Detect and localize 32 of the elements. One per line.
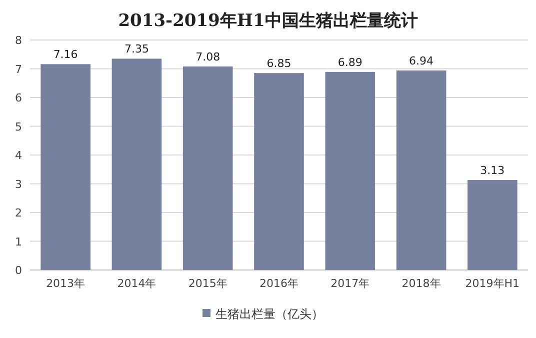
bar xyxy=(254,73,304,270)
legend-label: 生猪出栏量（亿头） xyxy=(216,307,324,321)
x-tick-label: 2014年 xyxy=(117,277,156,290)
bar xyxy=(468,180,518,270)
y-tick-label: 0 xyxy=(15,264,22,277)
y-tick-label: 7 xyxy=(15,62,22,76)
x-tick-label: 2013年 xyxy=(46,277,86,290)
data-label: 7.35 xyxy=(124,42,149,56)
data-label: 6.89 xyxy=(338,56,362,69)
y-tick-label: 1 xyxy=(15,235,22,248)
chart-title: 2013-2019年H1中国生猪出栏量统计 xyxy=(118,11,418,31)
data-label: 7.08 xyxy=(196,50,220,64)
y-tick-label: 4 xyxy=(15,149,22,162)
y-tick-label: 3 xyxy=(15,178,22,191)
x-tick-label: 2018年 xyxy=(402,277,441,290)
bar xyxy=(40,64,90,270)
y-tick-label: 2 xyxy=(15,206,22,220)
x-tick-label: 2019年H1 xyxy=(465,277,520,290)
bar xyxy=(325,72,376,270)
data-label: 3.13 xyxy=(480,164,505,178)
bar xyxy=(182,66,233,270)
y-tick-label: 6 xyxy=(15,92,22,104)
x-tick-label: 2017年 xyxy=(330,277,370,290)
x-tick-label: 2016年 xyxy=(260,277,298,290)
y-tick-label: 8 xyxy=(15,34,22,47)
x-tick-label: 2015年 xyxy=(188,277,228,290)
data-label: 6.85 xyxy=(266,57,292,70)
bar xyxy=(112,58,162,270)
y-tick-label: 5 xyxy=(15,120,22,134)
bar xyxy=(396,70,446,270)
data-label: 6.94 xyxy=(409,54,434,68)
data-label: 7.16 xyxy=(53,48,78,62)
